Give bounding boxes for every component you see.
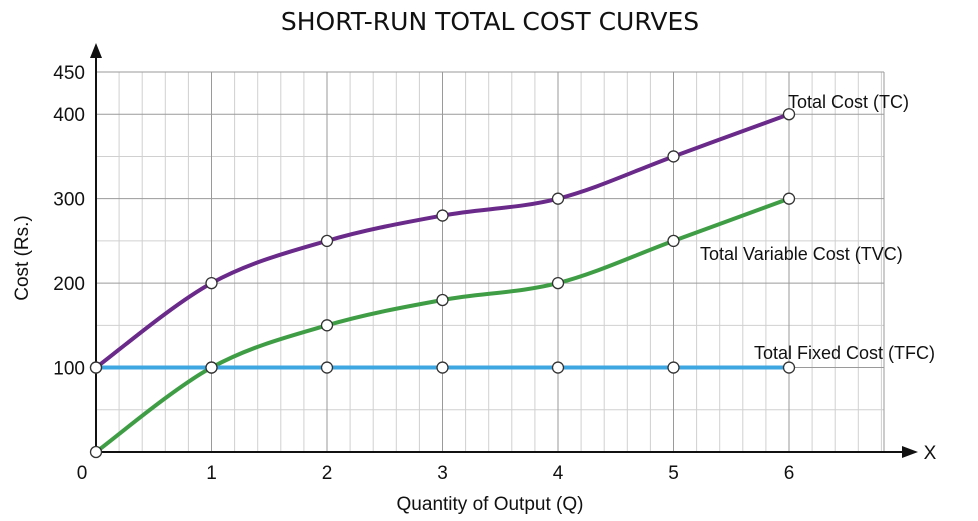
series-label-tc: Total Cost (TC): [788, 92, 909, 112]
y-axis-label: Cost (Rs.): [12, 215, 33, 301]
x-tick-label: 4: [553, 463, 564, 484]
series-label-tvc: Total Variable Cost (TVC): [700, 244, 903, 264]
data-point-tc: [436, 209, 449, 222]
data-point-tfc: [320, 361, 334, 374]
data-point-tvc: [89, 445, 103, 459]
x-axis-label: Quantity of Output (Q): [397, 494, 584, 515]
x-tick-label: 5: [668, 463, 679, 484]
data-point-tc: [205, 276, 218, 290]
data-point-tc: [667, 150, 680, 163]
x-tick-label: 2: [322, 463, 333, 484]
series-labels: Total Cost (TC) Total Variable Cost (TVC)…: [700, 92, 935, 363]
chart-title: SHORT-RUN TOTAL COST CURVES: [281, 7, 699, 36]
data-point-tvc: [782, 192, 796, 205]
x-axis-letter: X: [924, 443, 937, 464]
x-tick-label: 0: [77, 463, 88, 484]
data-point-tc: [551, 192, 565, 205]
data-point-tfc: [205, 361, 218, 374]
data-point-tc: [320, 234, 334, 248]
data-point-tc: [782, 108, 796, 121]
y-axis-arrow-icon: [90, 43, 102, 58]
y-tick-label: 300: [53, 190, 85, 211]
data-point-tvc: [436, 293, 449, 307]
y-tick-label: 450: [53, 63, 85, 84]
x-axis-arrow-icon: [902, 446, 918, 458]
data-point-tvc: [667, 234, 680, 248]
series-label-tfc: Total Fixed Cost (TFC): [754, 343, 935, 363]
y-tick-label: 100: [53, 359, 85, 380]
data-point-tfc: [89, 361, 103, 374]
data-point-tfc: [782, 361, 796, 374]
x-tick-label: 3: [437, 463, 448, 484]
axes: X: [90, 43, 937, 464]
data-point-tvc: [551, 276, 565, 290]
data-point-tfc: [436, 361, 449, 374]
tick-labels: 0 1 2 3 4 5 6 100 200 300 400 450: [53, 63, 794, 484]
x-tick-label: 6: [784, 463, 795, 484]
data-point-tfc: [551, 361, 565, 374]
x-tick-label: 1: [206, 463, 217, 484]
data-point-tfc: [667, 361, 680, 374]
markers: [89, 108, 796, 459]
y-tick-label: 400: [53, 105, 85, 126]
y-tick-label: 200: [53, 274, 85, 295]
data-point-tvc: [320, 319, 334, 332]
